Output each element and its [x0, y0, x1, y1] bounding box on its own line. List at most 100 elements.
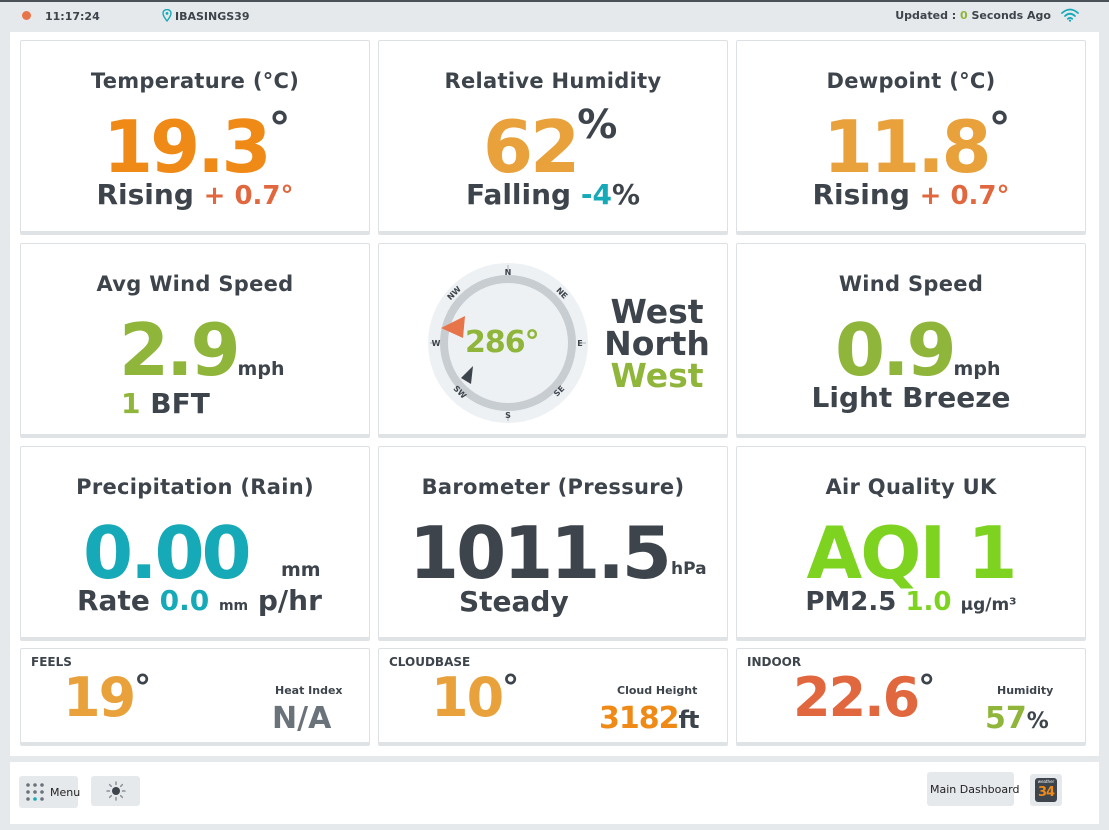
direction-line3: West	[610, 356, 704, 395]
dewpoint-trend-label: Rising	[812, 178, 910, 211]
indoor-number: 22.6	[793, 666, 920, 729]
temperature-card[interactable]: Temperature (°C) 19.3° Rising + 0.7°	[20, 40, 370, 235]
location-pin-icon	[162, 9, 172, 22]
cloudbase-number: 10	[431, 666, 504, 729]
clock-time: 11:17:24	[45, 10, 100, 23]
wind-speed-value: 0.9mph	[835, 314, 1000, 386]
barometer-trend: Steady	[459, 585, 569, 618]
compass-se: SE	[552, 384, 566, 398]
barometer-value: 1011.5	[409, 511, 672, 595]
barometer-unit: hPa	[671, 559, 707, 579]
cloudbase-card[interactable]: CLOUDBASE 10° Cloud Height 3182ft	[378, 648, 728, 746]
logo-number: 34	[1037, 785, 1055, 800]
compass-labels: N NE E SE S SW W NW	[432, 268, 583, 420]
avg-wind-number: 2.9	[119, 308, 241, 392]
wind-speed-description: Light Breeze	[811, 381, 1011, 414]
bft-value: 1	[121, 387, 141, 420]
compass-n: N	[505, 268, 512, 277]
wind-degrees: 286°	[465, 325, 540, 360]
dashboard-grid: Temperature (°C) 19.3° Rising + 0.7° Rel…	[10, 32, 1099, 756]
compass-s: S	[505, 411, 511, 420]
direction-line1: West	[610, 292, 704, 331]
air-quality-card[interactable]: Air Quality UK AQI 1 PM2.5 1.0 μg/m³	[736, 446, 1086, 641]
weather34-logo-button[interactable]: weather 34	[1030, 774, 1062, 806]
precipitation-unit: mm	[281, 559, 321, 581]
indoor-title: INDOOR	[747, 655, 802, 669]
humidity-number: 62	[483, 105, 580, 189]
indoor-humidity-value: 57%	[985, 701, 1049, 736]
rain-rate-unit: p/hr	[257, 584, 322, 617]
humidity-change: -4	[580, 178, 612, 211]
avg-wind-unit: mph	[237, 358, 285, 380]
humidity-card[interactable]: Relative Humidity 62% Falling -4%	[378, 40, 728, 235]
weather34-logo-icon: weather 34	[1035, 778, 1057, 802]
temperature-title: Temperature (°C)	[90, 69, 300, 93]
avg-wind-value: 2.9mph	[119, 314, 284, 386]
wind-direction-card[interactable]: N NE E SE S SW W NW 286° West North West	[378, 243, 728, 438]
cloud-height-label: Cloud Height	[617, 684, 698, 697]
avg-wind-card[interactable]: Avg Wind Speed 2.9mph 1 BFT	[20, 243, 370, 438]
compass-e: E	[577, 339, 582, 348]
indoor-value: 22.6°	[793, 671, 935, 725]
cloud-height-number: 3182	[599, 701, 679, 736]
cloudbase-title: CLOUDBASE	[389, 655, 471, 669]
humidity-trend: Falling -4%	[379, 178, 727, 211]
updated-suffix: Seconds Ago	[967, 9, 1052, 22]
temperature-degree: °	[268, 103, 291, 154]
temperature-trend-label: Rising	[96, 178, 194, 211]
wind-direction-arrow-icon	[441, 316, 465, 338]
indoor-card[interactable]: INDOOR 22.6° Humidity 57%	[736, 648, 1086, 746]
rain-rate: Rate 0.0 mm p/hr	[77, 584, 322, 617]
wind-speed-unit: mph	[953, 358, 1001, 380]
theme-toggle-button[interactable]	[91, 776, 140, 806]
humidity-change-unit: %	[611, 178, 641, 211]
feels-value: 19°	[63, 671, 151, 725]
cloud-height-value: 3182ft	[599, 701, 700, 736]
wind-speed-number: 0.9	[835, 308, 957, 392]
avg-wind-bft: 1 BFT	[121, 387, 210, 420]
pm25-value: 1.0	[905, 587, 952, 617]
wind-speed-card[interactable]: Wind Speed 0.9mph Light Breeze	[736, 243, 1086, 438]
station-id: IBASINGS39	[175, 10, 250, 23]
bottom-toolbar: Menu Main Dashboard weather 34	[10, 762, 1099, 824]
dewpoint-degree: °	[988, 103, 1011, 154]
indoor-humidity-label: Humidity	[997, 684, 1054, 697]
feels-card[interactable]: FEELS 19° Heat Index N/A	[20, 648, 370, 746]
cloudbase-degree: °	[502, 668, 519, 708]
barometer-card[interactable]: Barometer (Pressure) 1011.5 hPa Steady	[378, 446, 728, 641]
temperature-change: + 0.7°	[203, 181, 294, 211]
compass-nw: NW	[446, 284, 463, 301]
logo-top-text: weather	[1037, 779, 1055, 784]
humidity-percent: %	[577, 102, 618, 148]
barometer-title: Barometer (Pressure)	[421, 475, 685, 499]
wind-speed-title: Wind Speed	[838, 272, 984, 296]
dewpoint-number: 11.8	[823, 105, 992, 189]
updated-prefix: Updated :	[895, 9, 961, 22]
rain-rate-value: 0.0	[159, 584, 210, 617]
precipitation-card[interactable]: Precipitation (Rain) 0.00 mm Rate 0.0 mm…	[20, 446, 370, 641]
main-dashboard-button[interactable]: Main Dashboard	[927, 772, 1019, 806]
cloudbase-value: 10°	[431, 668, 519, 725]
dewpoint-change: + 0.7°	[919, 181, 1010, 211]
dewpoint-trend: Rising + 0.7°	[737, 178, 1085, 211]
temperature-trend: Rising + 0.7°	[21, 178, 369, 211]
bft-label: BFT	[150, 387, 210, 420]
dewpoint-card[interactable]: Dewpoint (°C) 11.8° Rising + 0.7°	[736, 40, 1086, 235]
updated-seconds: 0	[960, 9, 968, 22]
compass-ne: NE	[554, 286, 569, 301]
compass-sw: SW	[451, 384, 468, 401]
temperature-value: 19.3°	[103, 107, 291, 184]
compass-w: W	[432, 339, 441, 348]
menu-dots-icon	[26, 783, 44, 801]
humidity-value: 62%	[483, 105, 617, 183]
precipitation-title: Precipitation (Rain)	[76, 475, 314, 499]
dewpoint-title: Dewpoint (°C)	[826, 69, 996, 93]
precipitation-value: 0.00	[83, 511, 252, 595]
temperature-number: 19.3	[103, 105, 272, 189]
rain-rate-label: Rate	[77, 584, 150, 617]
menu-button[interactable]: Menu	[19, 776, 80, 808]
sun-icon	[106, 781, 126, 801]
pm25-reading: PM2.5 1.0 μg/m³	[737, 587, 1085, 617]
cloud-height-unit: ft	[678, 706, 700, 734]
heat-index-value: N/A	[272, 701, 332, 736]
